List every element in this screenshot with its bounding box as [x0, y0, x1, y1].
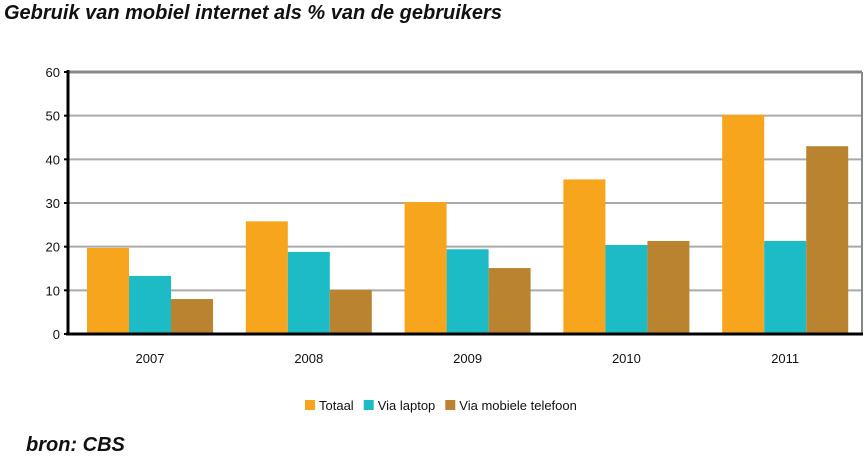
bar-via-laptop-2011 — [764, 240, 807, 334]
legend-swatch — [305, 400, 315, 410]
chart-title: Gebruik van mobiel internet als % van de… — [4, 2, 502, 24]
bar-via-mobiele-telefoon-2007 — [171, 299, 213, 334]
legend-swatch — [363, 400, 374, 410]
x-tick-label: 2007 — [136, 351, 165, 366]
y-tick-label: 0 — [53, 327, 60, 342]
y-tick-label: 20 — [46, 240, 60, 255]
legend-label: Totaal — [319, 398, 354, 413]
legend-swatch — [445, 400, 456, 410]
x-tick-label: 2011 — [771, 351, 799, 366]
x-tick-label: 2009 — [453, 351, 482, 366]
bar-via-mobiele-telefoon-2009 — [488, 268, 531, 334]
bar-via-laptop-2007 — [129, 275, 171, 334]
bar-via-laptop-2010 — [605, 244, 648, 334]
x-tick-label: 2010 — [612, 351, 641, 366]
y-tick-label: 50 — [46, 109, 60, 124]
bar-totaal-2009 — [404, 202, 447, 334]
legend-label: Via mobiele telefoon — [459, 398, 577, 413]
legend-label: Via laptop — [378, 398, 436, 413]
bar-totaal-2010 — [563, 179, 606, 334]
bar-via-mobiele-telefoon-2010 — [647, 240, 690, 334]
bar-via-laptop-2009 — [446, 249, 489, 334]
bar-via-mobiele-telefoon-2008 — [329, 289, 372, 334]
bar-via-mobiele-telefoon-2011 — [806, 146, 849, 334]
y-tick-label: 10 — [46, 283, 60, 298]
bar-totaal-2011 — [722, 114, 765, 334]
y-tick-label: 40 — [46, 152, 60, 167]
bar-totaal-2007 — [87, 247, 129, 334]
source-note: bron: CBS — [26, 434, 125, 456]
y-tick-label: 60 — [46, 65, 60, 80]
x-tick-label: 2008 — [294, 351, 323, 366]
bar-via-laptop-2008 — [287, 251, 330, 334]
y-tick-label: 30 — [46, 196, 60, 211]
bar-totaal-2008 — [245, 221, 288, 334]
